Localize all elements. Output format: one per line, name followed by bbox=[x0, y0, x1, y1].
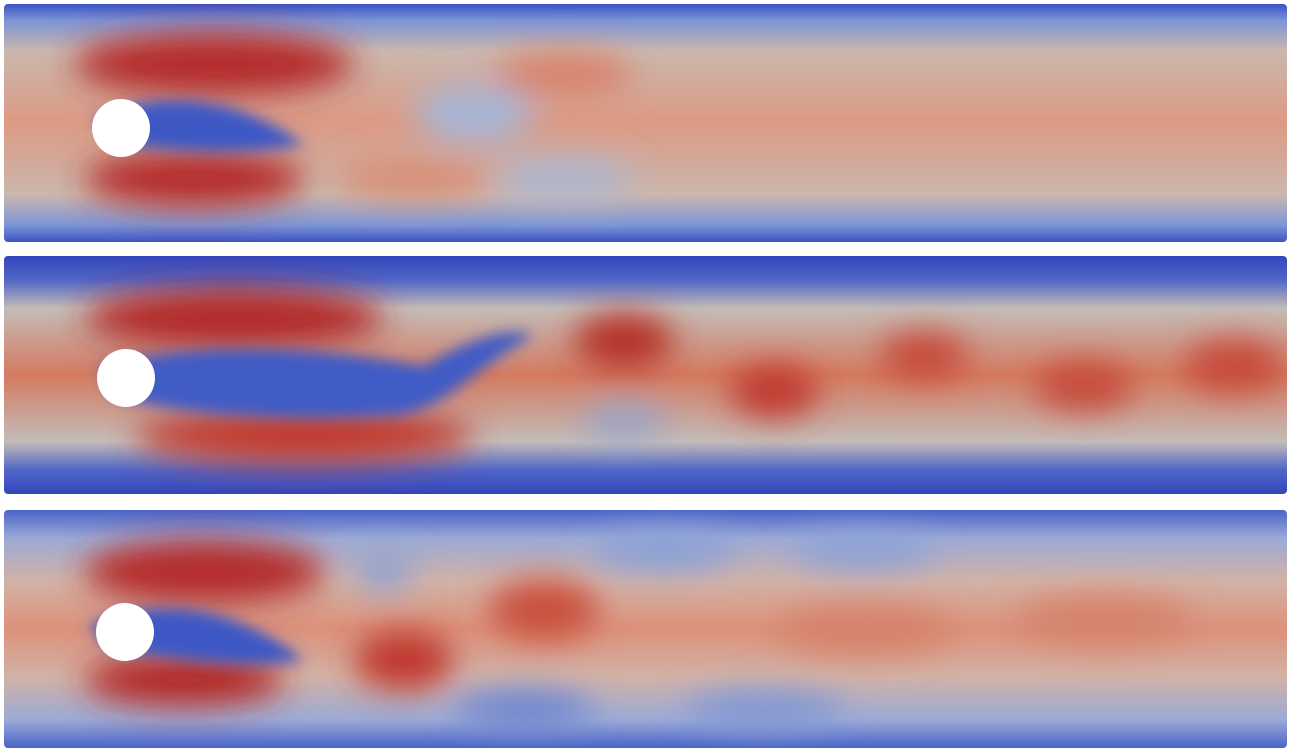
wake-core-5 bbox=[1184, 340, 1284, 392]
upper-shear-layer bbox=[84, 288, 384, 348]
wake-red-2 bbox=[489, 580, 599, 640]
wake-blue-lower bbox=[494, 159, 634, 199]
wake-blue-5 bbox=[684, 692, 844, 728]
wake-blue-pocket bbox=[579, 407, 669, 435]
upper-shear-layer bbox=[74, 32, 354, 96]
wake-core-3 bbox=[879, 332, 969, 380]
wake-red-lower bbox=[334, 161, 494, 197]
wake-red-upper bbox=[494, 52, 634, 96]
wake-blue-left bbox=[414, 84, 534, 144]
flow-panel-3 bbox=[4, 510, 1287, 748]
flow-panel-2 bbox=[4, 256, 1287, 494]
obstacle-cylinder bbox=[96, 603, 154, 661]
wake-blue-3 bbox=[594, 530, 734, 570]
flow-panel-1 bbox=[4, 4, 1287, 242]
lower-shear-layer bbox=[84, 151, 304, 207]
wake-red-1 bbox=[354, 630, 454, 690]
flow-field-3 bbox=[4, 510, 1287, 748]
wake-blue-1 bbox=[354, 550, 414, 590]
obstacle-cylinder bbox=[92, 99, 150, 157]
lower-shear-layer bbox=[134, 408, 474, 464]
wake-core-2 bbox=[729, 365, 819, 417]
upper-shear-layer bbox=[84, 540, 324, 604]
wake-blue-4 bbox=[794, 532, 934, 568]
wake-core-1 bbox=[574, 313, 674, 369]
flow-field-1 bbox=[4, 4, 1287, 242]
flow-field-2 bbox=[4, 256, 1287, 494]
recirculation-zone bbox=[99, 332, 534, 418]
lower-shear-layer bbox=[84, 654, 284, 706]
wake-red-4 bbox=[1014, 596, 1194, 644]
wake-core-4 bbox=[1034, 362, 1134, 410]
wake-red-3 bbox=[774, 606, 954, 654]
wake-blue-2 bbox=[454, 690, 594, 730]
obstacle-cylinder bbox=[97, 349, 155, 407]
